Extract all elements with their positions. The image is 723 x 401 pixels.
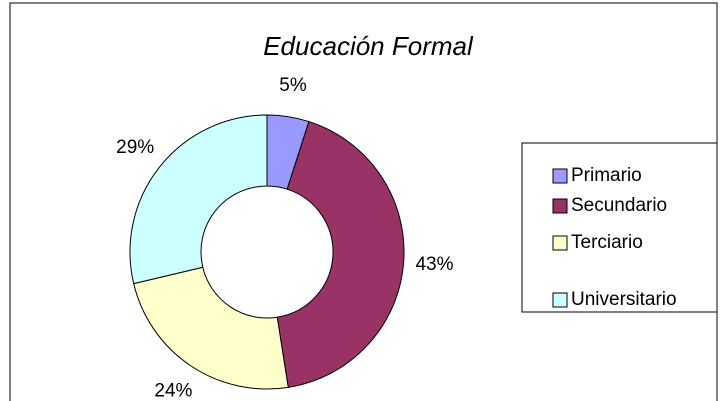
legend-swatch (552, 292, 568, 308)
data-label: 43% (415, 254, 453, 275)
doughnut-segment (133, 266, 289, 390)
doughnut-segment (129, 114, 268, 285)
data-label: 29% (116, 137, 154, 158)
legend-swatch (552, 198, 568, 214)
legend-label: Secundario (571, 195, 667, 216)
legend-label: Terciario (571, 232, 643, 253)
data-label: 24% (154, 381, 192, 401)
chart-title: Educación Formal (263, 31, 474, 61)
doughnut-segment (276, 120, 405, 388)
legend-label: Primario (571, 165, 642, 186)
legend-label: Universitario (571, 289, 677, 310)
legend-swatch (552, 168, 568, 184)
legend-swatch (552, 235, 568, 251)
data-label: 5% (279, 75, 307, 96)
